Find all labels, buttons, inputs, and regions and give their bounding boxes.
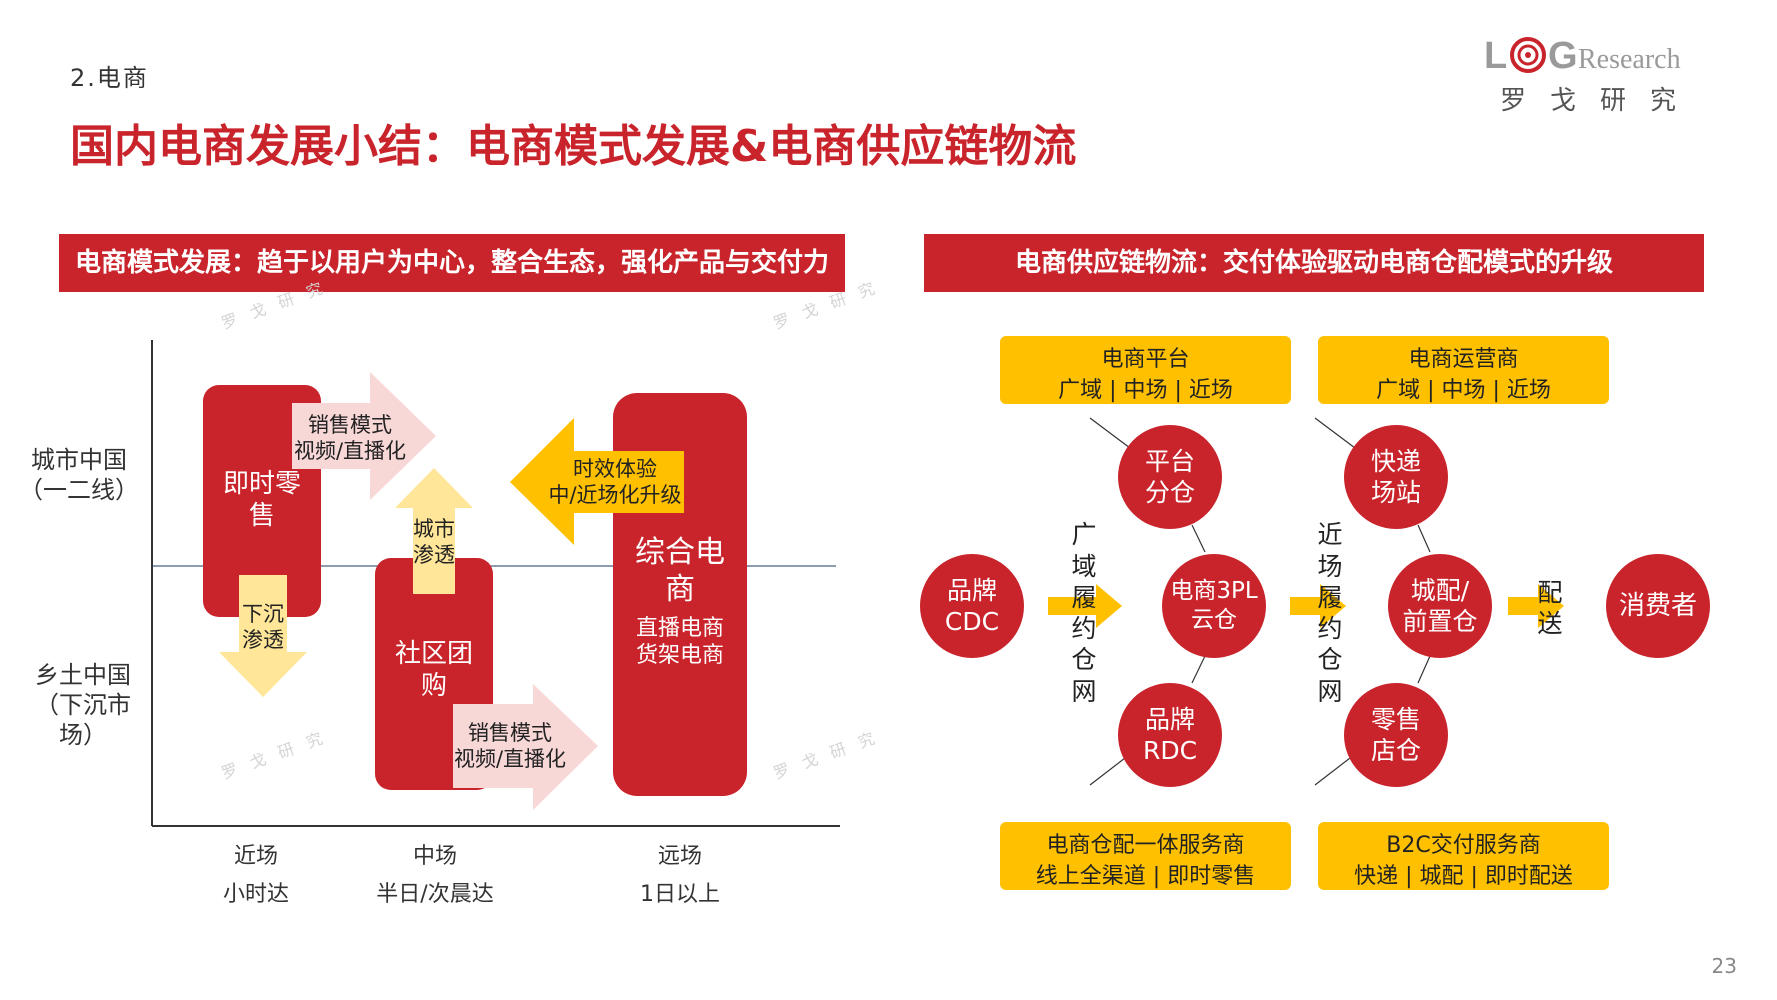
top-box-operator-title: 电商运营商 <box>1408 347 1519 372</box>
flow-arrow-2 <box>1290 584 1346 628</box>
y-label-rural: 乡土中国 （下沉市 场） <box>35 661 131 749</box>
node-retail-store-label: 零售 店仓 <box>1370 704 1421 765</box>
top-box-platform: 电商平台 广域 | 中场 | 近场 <box>1000 336 1291 404</box>
bottom-box-warehouse-service: 电商仓配一体服务商 线上全渠道 | 即时零售 <box>1000 822 1291 890</box>
connector-line <box>1417 655 1431 684</box>
page-number: 23 <box>1711 954 1737 978</box>
bottom-box-b2c-sub: 快递 | 城配 | 即时配送 <box>1354 864 1573 889</box>
sales-mode-top-label: 销售模式 视频/直播化 <box>293 412 407 463</box>
node-platform-warehouse-label: 平台 分仓 <box>1144 446 1195 507</box>
top-box-platform-sub: 广域 | 中场 | 近场 <box>1058 378 1233 403</box>
comprehensive-ecom-sublabel: 直播电商 货架电商 <box>635 615 724 669</box>
timeliness-arrow <box>510 418 684 545</box>
flow-label-delivery: 配 送 <box>1537 577 1563 638</box>
node-express-station-label: 快递 场站 <box>1370 446 1421 507</box>
top-box-operator-sub: 广域 | 中场 | 近场 <box>1376 378 1551 403</box>
sales-mode-bottom-arrow <box>453 684 598 810</box>
logo-chinese: 罗戈研究 <box>1500 86 1701 116</box>
connector-line <box>1089 757 1126 786</box>
left-diagram-graphics <box>151 340 840 827</box>
x-label-near: 近场 <box>233 844 278 869</box>
sink-penetration-label: 下沉 渗透 <box>242 601 284 652</box>
logo: L G Research 罗戈研究 <box>1482 30 1722 118</box>
node-city-front <box>1388 554 1492 658</box>
node-brand-cdc-label: 品牌 CDC <box>944 575 1000 636</box>
node-express-station <box>1344 425 1448 529</box>
node-brand-rdc-label: 品牌 RDC <box>1142 704 1198 765</box>
node-city-front-label: 城配/ 前置仓 <box>1402 575 1478 636</box>
x-sub-mid: 半日/次晨达 <box>376 882 494 907</box>
bottom-box-b2c-service: B2C交付服务商 快递 | 城配 | 即时配送 <box>1318 822 1609 890</box>
x-sub-far: 1日以上 <box>640 882 720 907</box>
bottom-box-b2c-title: B2C交付服务商 <box>1386 833 1541 858</box>
x-label-far: 远场 <box>657 844 702 869</box>
connector-line <box>1314 757 1351 786</box>
timeliness-label: 时效体验 中/近场化升级 <box>548 456 682 507</box>
sales-mode-top-arrow <box>292 372 436 500</box>
node-retail-store <box>1344 683 1448 787</box>
x-label-mid: 中场 <box>412 844 457 869</box>
svg-text:Research: Research <box>1578 44 1681 75</box>
right-panel-banner: 电商供应链物流：交付体验驱动电商仓配模式的升级 <box>924 234 1704 292</box>
node-brand-cdc <box>920 554 1024 658</box>
connector-line <box>1191 655 1206 684</box>
x-sub-near: 小时达 <box>222 882 289 907</box>
svg-text:G: G <box>1548 35 1578 77</box>
bottom-box-warehouse-sub: 线上全渠道 | 即时零售 <box>1035 864 1256 889</box>
node-ecom-3pl-label: 电商3PL 云仓 <box>1170 578 1258 633</box>
node-consumer <box>1606 554 1710 658</box>
connector-line <box>1417 524 1431 553</box>
city-penetration-label: 城市 渗透 <box>413 516 455 567</box>
flow-arrow-3 <box>1508 584 1564 628</box>
node-brand-rdc <box>1118 683 1222 787</box>
node-platform-warehouse <box>1118 425 1222 529</box>
node-consumer-label: 消费者 <box>1618 590 1697 621</box>
svg-text:L: L <box>1484 35 1507 77</box>
community-group-label: 社区团 购 <box>394 638 473 702</box>
instant-retail-box <box>203 385 321 617</box>
comprehensive-ecom-label: 综合电 商 <box>635 534 725 608</box>
city-penetration-arrow <box>395 468 473 594</box>
right-diagram-graphics <box>920 417 1710 787</box>
sales-mode-bottom-label: 销售模式 视频/直播化 <box>453 720 567 771</box>
bottom-box-warehouse-title: 电商仓配一体服务商 <box>1046 833 1245 858</box>
flow-label-wide-area: 广 域 履 约 仓 网 <box>1071 520 1097 706</box>
instant-retail-label: 即时零 售 <box>222 468 301 532</box>
top-box-platform-title: 电商平台 <box>1101 347 1190 372</box>
logo-mark-icon: L G Research <box>1484 35 1681 77</box>
section-label: 2.电商 <box>70 64 149 92</box>
left-panel-banner: 电商模式发展：趋于以用户为中心，整合生态，强化产品与交付力 <box>59 234 845 292</box>
flow-arrow-1 <box>1048 584 1122 628</box>
y-label-city: 城市中国 （一二线） <box>19 446 139 504</box>
node-ecom-3pl <box>1162 554 1266 658</box>
connector-line <box>1089 417 1131 449</box>
page-title: 国内电商发展小结：电商模式发展&电商供应链物流 <box>70 121 1077 172</box>
connector-line <box>1314 417 1356 449</box>
connector-line <box>1191 524 1206 553</box>
sink-penetration-arrow <box>219 575 307 697</box>
top-box-operator: 电商运营商 广域 | 中场 | 近场 <box>1318 336 1609 404</box>
flow-label-near-field: 近 场 履 约 仓 网 <box>1317 520 1343 706</box>
